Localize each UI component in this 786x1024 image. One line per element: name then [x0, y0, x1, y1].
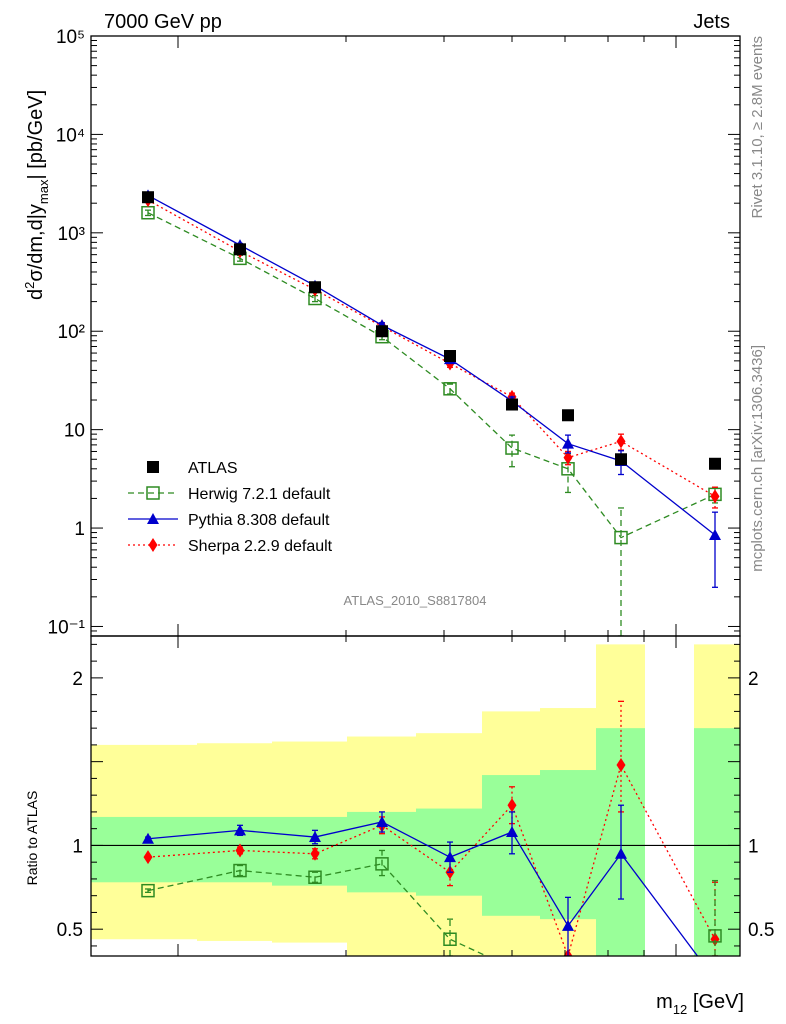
main-series-atlas: [142, 191, 721, 470]
ratio-y-tick-label-right: 1: [748, 836, 759, 857]
ratio-frame: [90, 635, 741, 957]
band-inner: [416, 808, 482, 896]
ratio-point-herwig: [375, 857, 389, 871]
ratio-point-sherpa: [310, 846, 320, 861]
legend-marker-herwig: [146, 486, 160, 500]
main-y-axis-label: d2σ/dm,d|ymax| [pb/GeV]: [22, 90, 51, 300]
main-point-atlas: [444, 350, 456, 363]
main-point-sherpa: [563, 450, 573, 465]
main-point-sherpa: [710, 489, 720, 504]
main-line-sherpa: [147, 199, 716, 497]
process-label: Jets: [693, 11, 730, 33]
ratio-point-pythia: [506, 826, 518, 838]
main-point-atlas: [376, 325, 388, 338]
legend: ATLAS Herwig 7.2.1 default Pythia 8.308 de…: [128, 460, 333, 555]
main-point-atlas: [506, 398, 518, 411]
ratio-line-herwig: [147, 863, 489, 956]
ratio-point-sherpa: [710, 932, 720, 947]
ratio-y-tick-label-right: 2: [748, 669, 759, 690]
legend-item-atlas: ATLAS: [147, 460, 238, 477]
band-inner: [91, 816, 197, 883]
main-line-pythia: [147, 194, 716, 536]
collision-label: 7000 GeV pp: [104, 11, 222, 33]
ratio-point-sherpa: [143, 850, 153, 865]
legend-item-sherpa: Sherpa 2.2.9 default: [128, 538, 333, 555]
main-y-tick-label: 10⁻¹: [48, 617, 86, 638]
main-plot: [141, 189, 722, 636]
main-series-herwig: [141, 205, 722, 636]
ratio-point-pythia: [142, 832, 154, 844]
ratio-point-sherpa: [616, 758, 626, 773]
legend-label-sherpa: Sherpa 2.2.9 default: [188, 538, 333, 555]
mcplots-info: mcplots.cern.ch [arXiv:1306.3436]: [749, 345, 766, 572]
main-point-atlas: [615, 453, 627, 466]
ratio-plot: [91, 700, 740, 956]
ratio-y-tick-label-left: 0.5: [57, 920, 83, 941]
main-y-tick-label: 10: [64, 421, 85, 442]
main-point-herwig: [505, 441, 519, 455]
main-point-herwig: [443, 382, 457, 396]
ratio-series-pythia: [142, 804, 699, 956]
ratio-y-tick-label-left: 1: [72, 836, 83, 857]
x-axis-label: m12 [GeV]: [656, 991, 744, 1017]
main-y-tick-label: 10³: [58, 224, 85, 245]
main-y-tick-label: 10⁴: [56, 125, 85, 146]
ratio-point-pythia: [376, 815, 388, 827]
analysis-id: ATLAS_2010_S8817804: [344, 593, 487, 608]
main-series-group: [141, 189, 722, 636]
legend-item-pythia: Pythia 8.308 default: [128, 512, 330, 529]
ratio-point-pythia: [615, 847, 627, 859]
main-point-atlas: [234, 243, 246, 256]
main-point-sherpa: [616, 434, 626, 449]
ratio-point-sherpa: [235, 843, 245, 858]
main-point-pythia: [562, 437, 574, 449]
main-point-atlas: [562, 409, 574, 422]
ratio-point-sherpa: [507, 798, 517, 813]
ratio-point-herwig: [443, 932, 457, 946]
ratio-y-tick-label-left: 2: [72, 669, 83, 690]
axes: 10⁻¹ 1 10 10² 10³ 10⁴ 10⁵ 0.5 0.5 1 1 2 2: [48, 27, 774, 957]
ratio-point-herwig: [308, 870, 322, 885]
legend-label-pythia: Pythia 8.308 default: [188, 512, 330, 529]
ratio-point-pythia: [562, 919, 574, 931]
main-point-atlas: [142, 191, 154, 204]
legend-marker-atlas: [147, 461, 159, 473]
main-y-tick-label: 10⁵: [56, 27, 85, 48]
ratio-point-herwig: [708, 929, 722, 943]
legend-marker-sherpa: [148, 538, 158, 552]
legend-label-herwig: Herwig 7.2.1 default: [188, 486, 331, 503]
ratio-point-pythia: [444, 851, 456, 863]
main-y-tick-label: 10²: [58, 322, 85, 343]
main-y-tick-label: 1: [74, 519, 85, 540]
ratio-bands: [91, 644, 740, 956]
legend-label-atlas: ATLAS: [188, 460, 238, 477]
band-inner: [694, 728, 740, 956]
ratio-point-herwig: [233, 863, 247, 878]
main-point-atlas: [309, 281, 321, 294]
ratio-series-group: [141, 700, 722, 956]
legend-item-herwig: Herwig 7.2.1 default: [128, 486, 331, 503]
rivet-info: Rivet 3.1.10, ≥ 2.8M events: [749, 36, 766, 219]
ratio-point-pythia: [309, 831, 321, 843]
main-point-atlas: [709, 457, 721, 470]
legend-marker-pythia: [147, 513, 159, 524]
ratio-series-herwig: [141, 849, 722, 956]
ratio-y-tick-label-right: 0.5: [748, 920, 774, 941]
ratio-point-pythia: [234, 824, 246, 836]
ratio-y-axis-label: Ratio to ATLAS: [24, 791, 40, 886]
ratio-point-herwig: [141, 883, 155, 898]
main-point-pythia: [709, 528, 721, 540]
main-point-herwig: [614, 530, 628, 545]
